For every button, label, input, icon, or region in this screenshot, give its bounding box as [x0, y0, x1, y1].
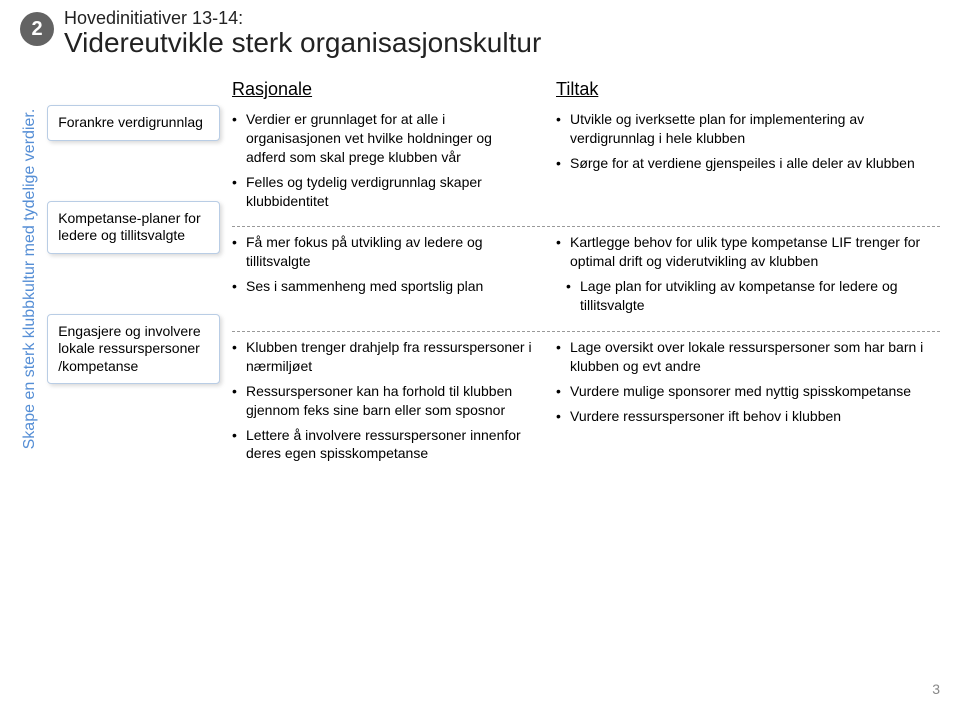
header: 2 Hovedinitiativer 13-14: Videreutvikle …	[20, 8, 940, 59]
slide-number-badge: 2	[20, 12, 54, 46]
bullet-item: Lage oversikt over lokale ressurspersone…	[556, 338, 940, 376]
bullet-item: Sørge for at verdiene gjenspeiles i alle…	[556, 154, 940, 173]
bullet-item: Ses i sammenheng med sportslig plan	[232, 277, 532, 296]
column-headers: Rasjonale Tiltak	[232, 79, 940, 104]
rasjonale-cell-2: Få mer fokus på utvikling av ledere og t…	[232, 233, 532, 321]
content-row: Skape en sterk klubbkultur med tydelige …	[20, 79, 940, 479]
sections: Verdier er grunnlaget for at alle i orga…	[232, 104, 940, 479]
section-3: Klubben trenger drahjelp fra ressurspers…	[232, 331, 940, 479]
title-block: Hovedinitiativer 13-14: Videreutvikle st…	[64, 8, 541, 59]
bullet-item: Felles og tydelig verdigrunnlag skaper k…	[232, 173, 532, 211]
subtitle: Hovedinitiativer 13-14:	[64, 8, 541, 29]
bullet-item: Få mer fokus på utvikling av ledere og t…	[232, 233, 532, 271]
tiltak-cell-2: Kartlegge behov for ulik type kompetanse…	[556, 233, 940, 321]
tiltak-header: Tiltak	[556, 79, 940, 104]
bullet-item: Klubben trenger drahjelp fra ressurspers…	[232, 338, 532, 376]
bullet-item: Lettere å involvere ressurspersoner inne…	[232, 426, 532, 464]
slide: 2 Hovedinitiativer 13-14: Videreutvikle …	[0, 0, 960, 707]
rasjonale-cell-3: Klubben trenger drahjelp fra ressurspers…	[232, 338, 532, 469]
main-title: Videreutvikle sterk organisasjonskultur	[64, 27, 541, 59]
page-number: 3	[932, 681, 940, 697]
side-boxes: Forankre verdigrunnlag Kompetanse-planer…	[47, 79, 220, 479]
vertical-label: Skape en sterk klubbkultur med tydelige …	[20, 79, 39, 479]
side-box-3: Engasjere og involvere lokale ressursper…	[47, 314, 220, 385]
bullet-item: Kartlegge behov for ulik type kompetanse…	[556, 233, 940, 271]
rasjonale-header: Rasjonale	[232, 79, 532, 104]
bullet-item: Vurdere mulige sponsorer med nyttig spis…	[556, 382, 940, 401]
section-1: Verdier er grunnlaget for at alle i orga…	[232, 104, 940, 226]
bullet-item: Verdier er grunnlaget for at alle i orga…	[232, 110, 532, 167]
bullet-item: Vurdere ressurspersoner ift behov i klub…	[556, 407, 940, 426]
tiltak-cell-1: Utvikle og iverksette plan for implement…	[556, 110, 940, 216]
side-box-1: Forankre verdigrunnlag	[47, 105, 220, 141]
right-column: Rasjonale Tiltak Verdier er grunnlaget f…	[232, 79, 940, 479]
bullet-item: Ressurspersoner kan ha forhold til klubb…	[232, 382, 532, 420]
left-column: Skape en sterk klubbkultur med tydelige …	[20, 79, 220, 479]
tiltak-cell-3: Lage oversikt over lokale ressurspersone…	[556, 338, 940, 469]
rasjonale-cell-1: Verdier er grunnlaget for at alle i orga…	[232, 110, 532, 216]
side-box-2: Kompetanse-planer for ledere og tillitsv…	[47, 201, 220, 254]
bullet-item: Utvikle og iverksette plan for implement…	[556, 110, 940, 148]
section-2: Få mer fokus på utvikling av ledere og t…	[232, 226, 940, 331]
bullet-item: Lage plan for utvikling av kompetanse fo…	[556, 277, 940, 315]
